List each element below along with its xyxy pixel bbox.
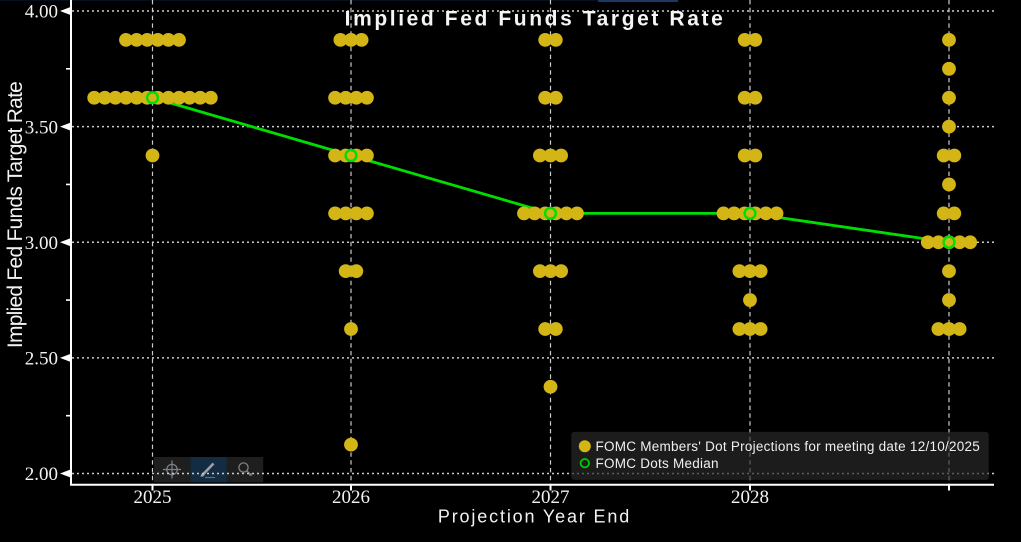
svg-text:2028: 2028: [731, 487, 769, 508]
svg-text:2.00: 2.00: [25, 464, 58, 485]
svg-text:3.00: 3.00: [25, 233, 58, 254]
svg-text:Implied Fed Funds Target Rate: Implied Fed Funds Target Rate: [345, 7, 726, 30]
svg-text:2025: 2025: [134, 487, 172, 508]
svg-text:FOMC Dots Median: FOMC Dots Median: [596, 456, 719, 471]
svg-text:2026: 2026: [332, 487, 370, 508]
svg-text:Projection Year End: Projection Year End: [438, 507, 631, 527]
svg-text:2.50: 2.50: [25, 349, 58, 370]
svg-text:3.50: 3.50: [25, 117, 58, 138]
svg-text:FOMC Members' Dot Projections: FOMC Members' Dot Projections for meetin…: [596, 439, 981, 454]
svg-text:Implied Fed Funds Target Rate: Implied Fed Funds Target Rate: [4, 82, 27, 348]
svg-text:4.00: 4.00: [25, 2, 58, 23]
svg-text:2027: 2027: [532, 487, 570, 508]
